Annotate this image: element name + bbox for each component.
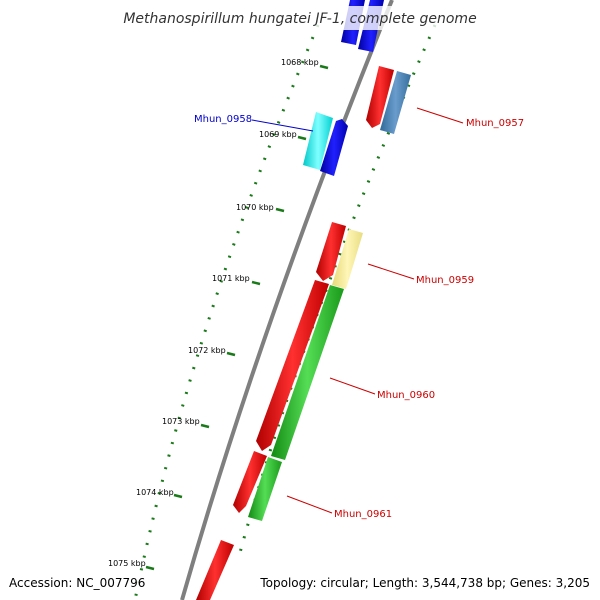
tick-mark-1070: [275, 207, 285, 213]
genome-backbone: [180, 0, 394, 600]
gene-red-1[interactable]: [316, 222, 346, 281]
gene-mhun-0960[interactable]: [271, 285, 344, 460]
gene-red-3[interactable]: [233, 451, 267, 513]
tick-mark-1074: [173, 493, 183, 499]
tick-mark-1072: [226, 351, 236, 357]
page-title: Methanospirillum hungatei JF-1, complete…: [123, 11, 476, 27]
gene-label-mhun-0958[interactable]: Mhun_0958: [194, 114, 252, 125]
gene-blue-mid[interactable]: [320, 119, 348, 176]
tick-mark-1069: [297, 135, 307, 141]
gene-label-mhun-0957[interactable]: Mhun_0957: [466, 118, 524, 129]
tick-mark-1071: [251, 280, 261, 286]
gene-red-bottom[interactable]: [196, 540, 234, 600]
tick-label-1075: 1075 kbp: [108, 559, 146, 568]
tick-mark-1075: [145, 565, 155, 571]
accession-text: Accession: NC_007796: [9, 576, 145, 590]
gene-label-mhun-0961[interactable]: Mhun_0961: [334, 509, 392, 520]
tick-mark-1073: [200, 423, 210, 429]
tick-label-1070: 1070 kbp: [236, 203, 274, 212]
gene-mhun-0958[interactable]: [303, 112, 333, 170]
leader-mhun-0957: [416, 107, 464, 124]
gene-mhun-0959[interactable]: [332, 229, 363, 289]
title-backdrop: [118, 6, 482, 30]
leader-mhun-0959: [367, 263, 415, 280]
tick-label-1074: 1074 kbp: [136, 488, 174, 497]
leader-mhun-0958: [251, 119, 314, 132]
gene-mhun-0957[interactable]: [380, 71, 411, 134]
footer-accession-backdrop: [4, 572, 150, 592]
leader-mhun-0960: [329, 377, 376, 395]
gene-red-top-outer[interactable]: [366, 66, 394, 128]
tick-label-1072: 1072 kbp: [188, 346, 226, 355]
tick-label-1071: 1071 kbp: [212, 274, 250, 283]
leader-mhun-0961: [286, 495, 333, 514]
tick-mark-1068: [319, 64, 329, 70]
gene-mhun-0961[interactable]: [248, 457, 282, 521]
topology-text: Topology: circular; Length: 3,544,738 bp…: [259, 576, 590, 590]
inner-dotted-track: [133, 24, 320, 600]
gene-label-mhun-0960[interactable]: Mhun_0960: [377, 390, 435, 401]
gene-label-mhun-0959[interactable]: Mhun_0959: [416, 275, 474, 286]
tick-label-1069: 1069 kbp: [259, 130, 297, 139]
tick-label-1068: 1068 kbp: [281, 58, 319, 67]
tick-label-1073: 1073 kbp: [162, 417, 200, 426]
footer-topology-backdrop: [258, 572, 596, 592]
gene-red-2[interactable]: [256, 280, 329, 451]
